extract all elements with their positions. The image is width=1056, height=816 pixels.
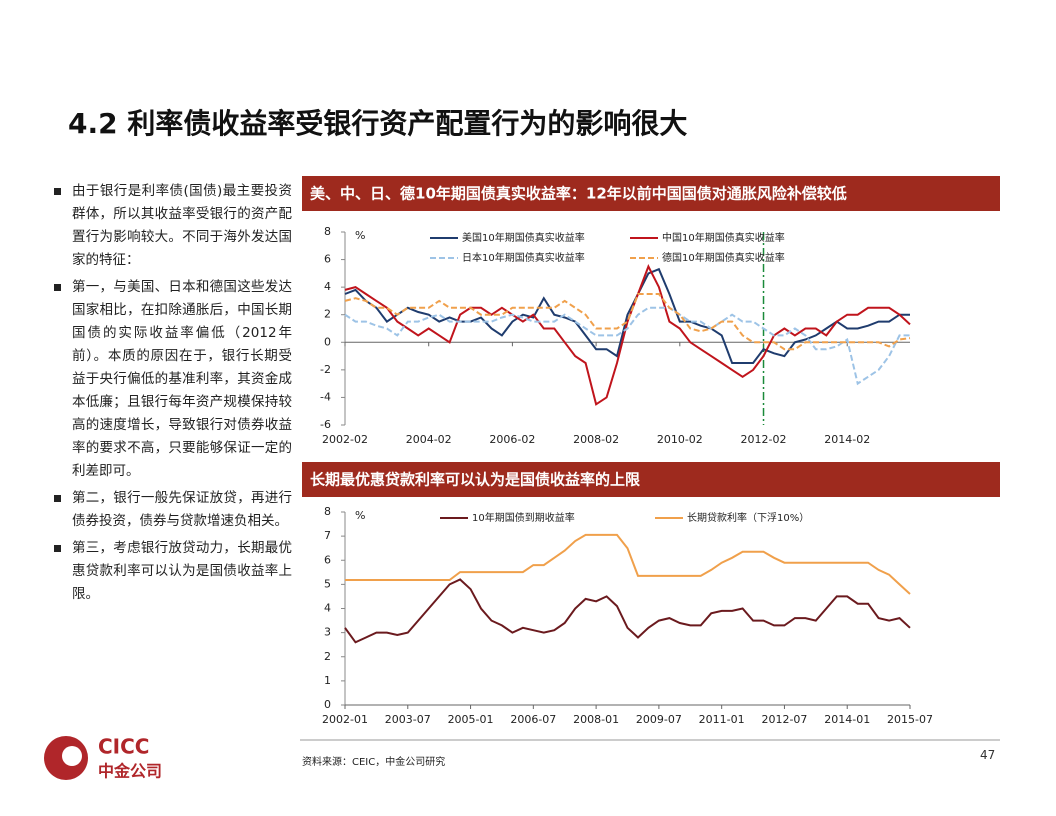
x-tick-label: 2006-02 (489, 433, 535, 446)
x-tick-label: 2014-02 (824, 433, 870, 446)
x-tick-label: 2011-01 (699, 713, 745, 726)
series-line (344, 306, 910, 386)
y-tick-label: -2 (320, 363, 331, 376)
y-tick-label: 3 (324, 626, 331, 639)
legend-label: 美国10年期国债真实收益率 (462, 231, 585, 244)
y-tick-label: 6 (324, 553, 331, 566)
logo-en: CICC (98, 735, 149, 759)
logo-mark (62, 746, 82, 766)
y-tick-label: 4 (324, 280, 331, 293)
page-number: 47 (980, 748, 996, 762)
bullet-list: 由于银行是利率债(国债)最主要投资群体，所以其收益率受银行的资产配置行为影响较大… (52, 180, 292, 610)
logo-cn: 中金公司 (98, 762, 162, 781)
y-tick-label: 4 (324, 602, 331, 615)
legend-label: 德国10年期国债真实收益率 (662, 251, 785, 264)
title-band (302, 176, 1000, 211)
bullet: 由于银行是利率债(国债)最主要投资群体，所以其收益率受银行的资产配置行为影响较大… (52, 180, 292, 272)
x-tick-label: 2012-07 (761, 713, 807, 726)
y-tick-label: 8 (324, 225, 331, 238)
legend-label: 中国10年期国债真实收益率 (662, 231, 785, 244)
x-tick-label: 2015-07 (887, 713, 933, 726)
x-tick-label: 2004-02 (406, 433, 452, 446)
y-tick-label: 6 (324, 253, 331, 266)
y-tick-label: 0 (324, 335, 331, 348)
bullet: 第二，银行一般先保证放贷，再进行债券投资，债券与贷款增速负相关。 (52, 487, 292, 533)
x-tick-label: 2012-02 (741, 433, 787, 446)
y-tick-label: -6 (320, 418, 331, 431)
series-line (344, 578, 911, 644)
x-tick-label: 2002-01 (322, 713, 368, 726)
y-tick-label: 2 (324, 308, 331, 321)
legend-label: 长期贷款利率（下浮10%） (687, 511, 809, 524)
bullet: 第三，考虑银行放贷动力，长期最优惠贷款利率可以认为是国债收益率上限。 (52, 537, 292, 606)
y-tick-label: 7 (324, 529, 331, 542)
x-tick-label: 2005-01 (448, 713, 494, 726)
x-tick-label: 2008-02 (573, 433, 619, 446)
legend-label: 10年期国债到期收益率 (472, 511, 575, 524)
x-tick-label: 2006-07 (510, 713, 556, 726)
y-tick-label: 8 (324, 505, 331, 518)
legend-label: 日本10年期国债真实收益率 (462, 251, 585, 264)
y-tick-label: 2 (324, 650, 331, 663)
x-tick-label: 2002-02 (322, 433, 368, 446)
y-tick-label: 5 (324, 577, 331, 590)
slide-title: 4.2 利率债收益率受银行资产配置行为的影响很大 (68, 107, 688, 140)
series-line (345, 533, 911, 595)
y-tick-label: 1 (324, 674, 331, 687)
logo: CICC 中金公司 (44, 735, 162, 781)
y-unit: % (355, 229, 365, 242)
y-unit: % (355, 509, 365, 522)
y-tick-label: 0 (324, 698, 331, 711)
y-tick-label: -4 (320, 390, 331, 403)
x-tick-label: 2009-07 (636, 713, 682, 726)
title-band (302, 462, 1000, 497)
x-tick-label: 2008-01 (573, 713, 619, 726)
source-note: 资料来源：CEIC，中金公司研究 (302, 757, 446, 768)
chart-title: 长期最优惠贷款利率可以认为是国债收益率的上限 (310, 471, 640, 489)
x-tick-label: 2014-01 (824, 713, 870, 726)
bullet: 第一，与美国、日本和德国这些发达国家相比，在扣除通胀后，中国长期国债的实际收益率… (52, 276, 292, 483)
series-line (344, 264, 911, 406)
chart-title: 美、中、日、德10年期国债真实收益率：12年以前中国国债对通胀风险补偿较低 (310, 185, 847, 203)
x-tick-label: 2003-07 (385, 713, 431, 726)
series-line (344, 267, 910, 364)
x-tick-label: 2010-02 (657, 433, 703, 446)
series-line (344, 293, 911, 351)
